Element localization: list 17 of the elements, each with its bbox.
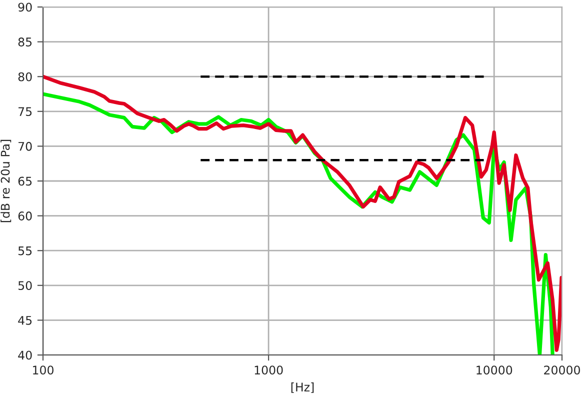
y-tick-label: 90 bbox=[18, 2, 32, 12]
y-tick-label: 60 bbox=[18, 212, 32, 220]
x-tick-label: 1000 bbox=[254, 366, 283, 375]
y-tick-label: 85 bbox=[18, 38, 32, 46]
y-tick-label: 65 bbox=[18, 176, 32, 186]
y-tick-label: 50 bbox=[18, 281, 32, 290]
x-tick-label: 20000 bbox=[544, 366, 580, 375]
x-tick-label: 100 bbox=[33, 366, 54, 375]
y-tick-label: 70 bbox=[18, 142, 32, 151]
y-tick-label: 40 bbox=[18, 350, 32, 360]
y-axis-title: [dB re 20u Pa] bbox=[0, 140, 12, 222]
x-axis-title: [Hz] bbox=[291, 382, 314, 393]
y-tick-label: 75 bbox=[18, 107, 32, 116]
x-tick-label: 10000 bbox=[476, 366, 512, 375]
y-tick-label: 55 bbox=[18, 246, 32, 256]
y-tick-label: 45 bbox=[18, 316, 32, 325]
y-tick-label: 80 bbox=[18, 72, 32, 82]
